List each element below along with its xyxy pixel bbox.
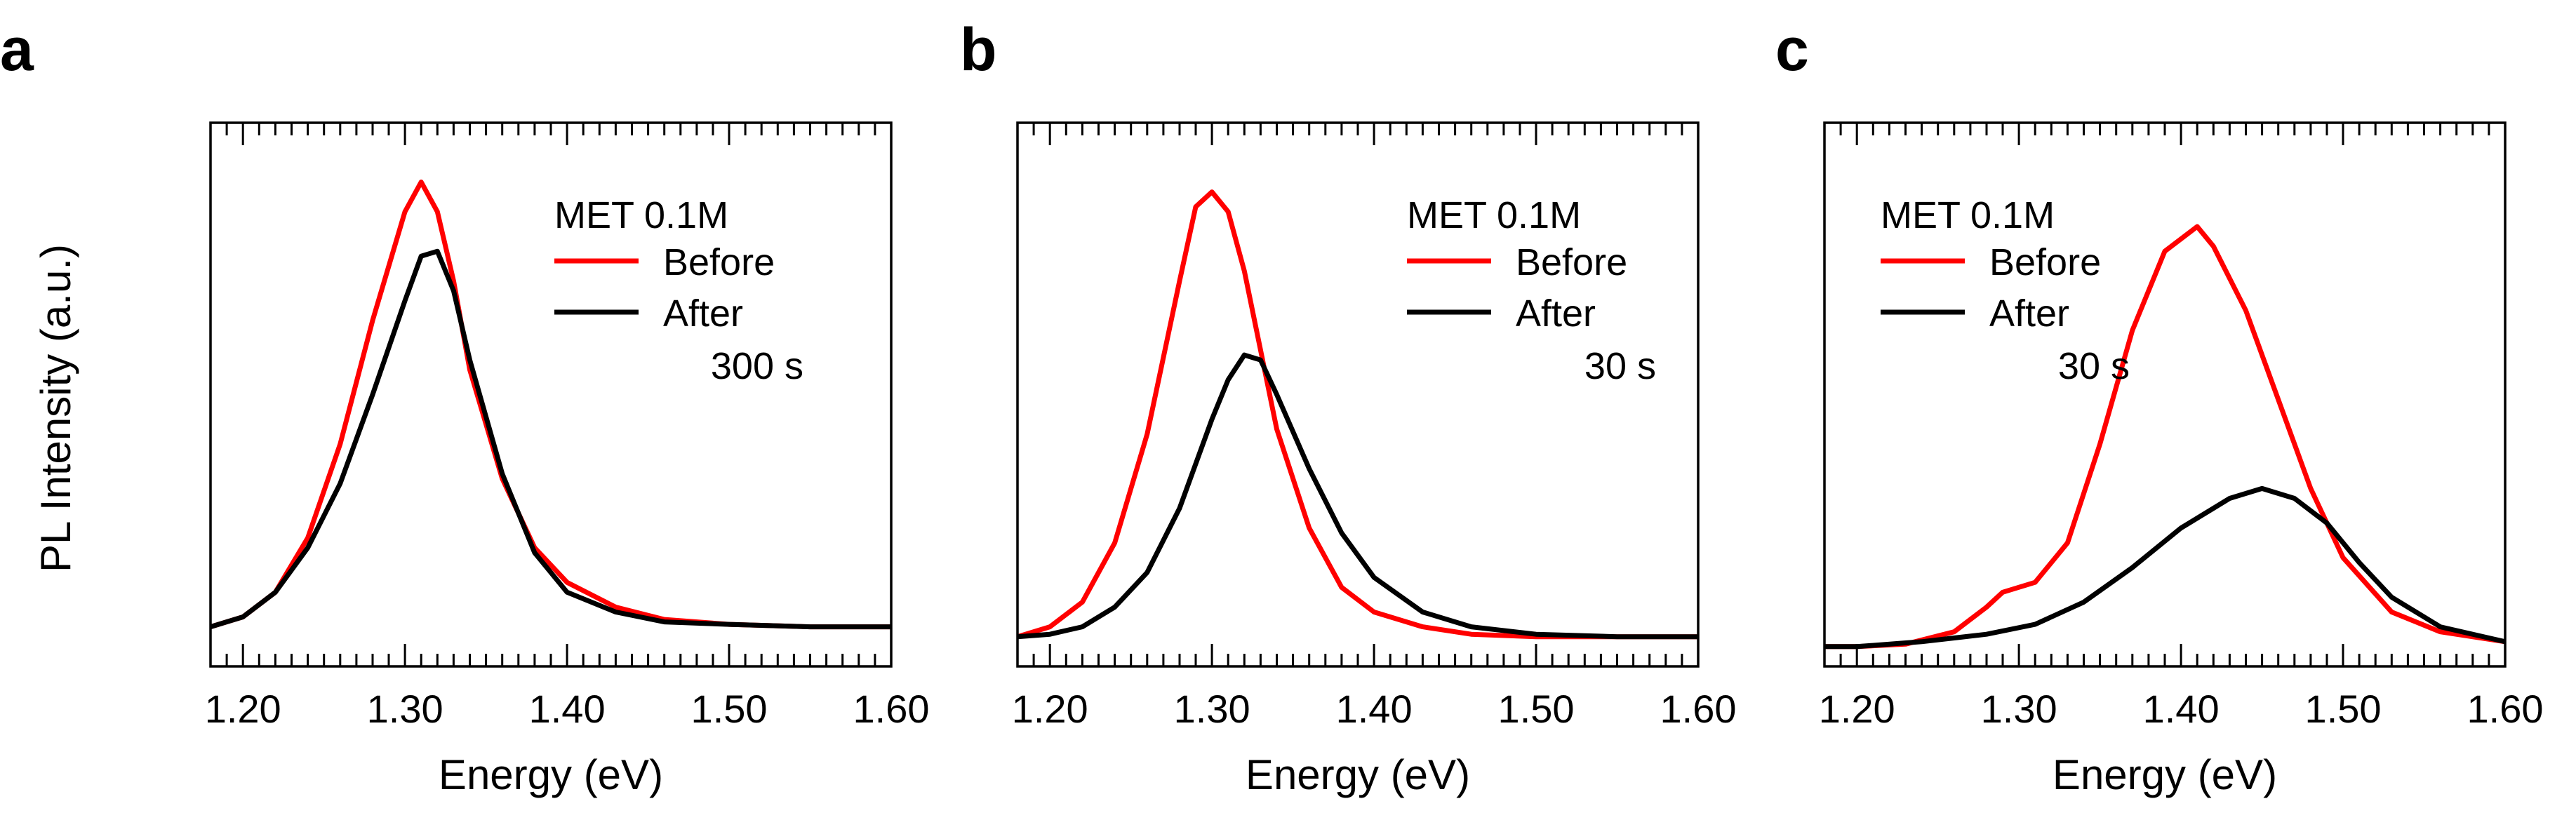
x-tick-label-b: 1.20 xyxy=(1012,687,1088,731)
x-tick-label-a: 1.60 xyxy=(853,687,930,731)
ticks-a xyxy=(209,123,893,666)
tick-labels-b: 1.20 1.30 1.40 1.50 1.60 xyxy=(1012,687,1737,731)
panel-b: b 1.20 1.30 1.40 1.50 1.60 Energy (eV) MET 0… xyxy=(960,16,1737,798)
x-axis-label-b: Energy (eV) xyxy=(1246,751,1470,798)
legend-entry-after-c: After xyxy=(1989,293,2069,335)
legend-entry-after-a: After xyxy=(663,293,743,335)
curves-a xyxy=(209,180,891,630)
x-axis-label-c: Energy (eV) xyxy=(2053,751,2277,798)
legend-b: MET 0.1M Before After 30 s xyxy=(1407,194,1656,387)
x-tick-label-a: 1.50 xyxy=(691,687,768,731)
plot-frame-b xyxy=(1016,121,1700,668)
series-line-after-b xyxy=(1017,352,1698,640)
legend-c: MET 0.1M Before After 30 s xyxy=(1881,194,2130,387)
x-tick-label-c: 1.30 xyxy=(1981,687,2057,731)
legend-note-a: 300 s xyxy=(711,345,803,387)
plot-frame-a xyxy=(209,121,893,668)
legend-entry-before-b: Before xyxy=(1516,241,1627,283)
legend-note-b: 30 s xyxy=(1584,345,1656,387)
x-tick-label-a: 1.40 xyxy=(529,687,606,731)
x-axis-label-a: Energy (eV) xyxy=(439,751,663,798)
x-tick-label-c: 1.40 xyxy=(2143,687,2220,731)
x-tick-label-c: 1.60 xyxy=(2467,687,2544,731)
legend-title-a: MET 0.1M xyxy=(554,194,728,236)
panel-a: a 1.20 1.30 1.40 1.50 1.60 Energy (eV) MET 0… xyxy=(0,16,930,798)
series-line-before-b xyxy=(1016,189,1698,640)
series-line-before-a xyxy=(209,180,891,630)
tick-labels-a: 1.20 1.30 1.40 1.50 1.60 xyxy=(205,687,930,731)
panel-label-a: a xyxy=(0,16,34,83)
series-line-after-a xyxy=(209,248,891,630)
curves-b xyxy=(1016,189,1698,640)
tick-labels-c: 1.20 1.30 1.40 1.50 1.60 xyxy=(1819,687,2544,731)
legend-title-c: MET 0.1M xyxy=(1881,194,2055,236)
curves-c xyxy=(1824,224,2506,650)
x-tick-label-c: 1.50 xyxy=(2305,687,2382,731)
legend-entry-before-c: Before xyxy=(1989,241,2101,283)
series-line-before-c xyxy=(1824,224,2506,650)
x-tick-label-b: 1.50 xyxy=(1498,687,1575,731)
x-tick-label-b: 1.60 xyxy=(1660,687,1737,731)
x-tick-label-b: 1.30 xyxy=(1174,687,1250,731)
panel-label-c: c xyxy=(1775,16,1809,83)
legend-a: MET 0.1M Before After 300 s xyxy=(554,194,803,387)
series-line-after-c xyxy=(1824,485,2506,650)
legend-entry-after-b: After xyxy=(1516,293,1596,335)
y-axis-label: PL Intensity (a.u.) xyxy=(32,244,79,572)
x-tick-label-c: 1.20 xyxy=(1819,687,1895,731)
panel-c: c 1.20 1.30 1.40 1.50 1.60 Energy (eV) MET 0… xyxy=(1775,16,2544,798)
legend-note-c: 30 s xyxy=(2058,345,2130,387)
legend-entry-before-a: Before xyxy=(663,241,775,283)
panel-label-b: b xyxy=(960,16,997,83)
x-tick-label-b: 1.40 xyxy=(1336,687,1413,731)
x-tick-label-a: 1.30 xyxy=(367,687,443,731)
x-tick-label-a: 1.20 xyxy=(205,687,281,731)
legend-title-b: MET 0.1M xyxy=(1407,194,1581,236)
ticks-b xyxy=(1016,123,1700,666)
ticks-c xyxy=(1823,123,2507,666)
